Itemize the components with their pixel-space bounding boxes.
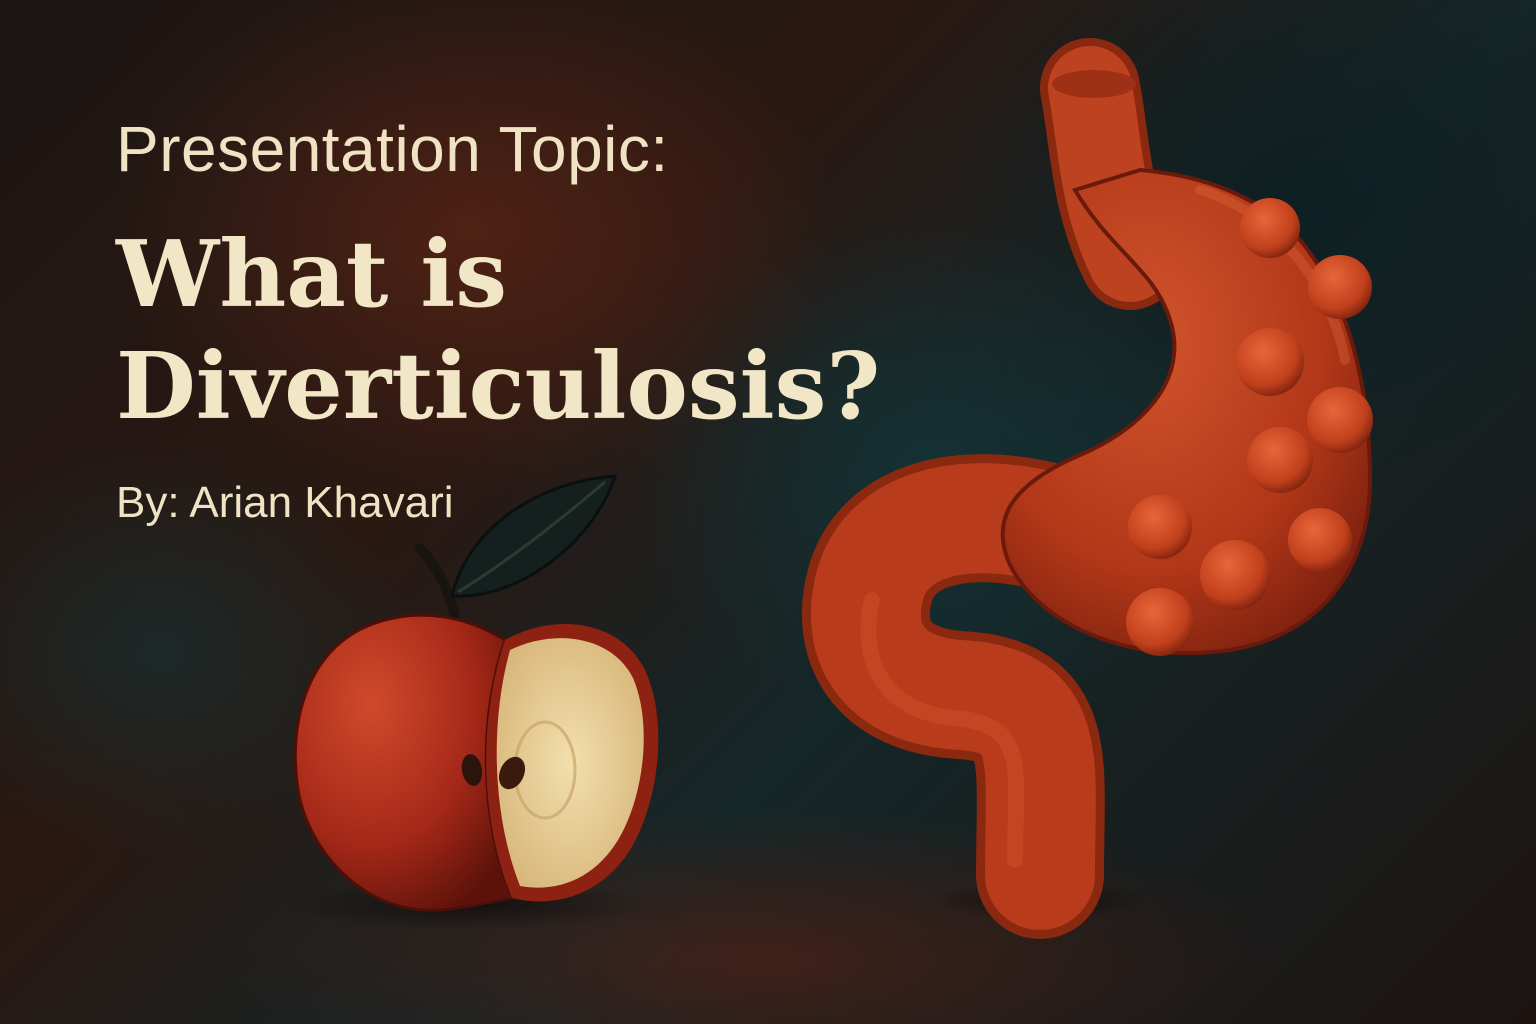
stomach-icon (802, 38, 1373, 939)
title-line-2: Diverticulosis? (116, 332, 881, 440)
presentation-title: What is Diverticulosis? (116, 218, 880, 442)
apple-icon (280, 474, 660, 931)
title-line-1: What is (116, 220, 508, 328)
author-byline: By: Arian Khavari (116, 478, 454, 527)
presentation-subtitle: Presentation Topic: (116, 113, 669, 185)
